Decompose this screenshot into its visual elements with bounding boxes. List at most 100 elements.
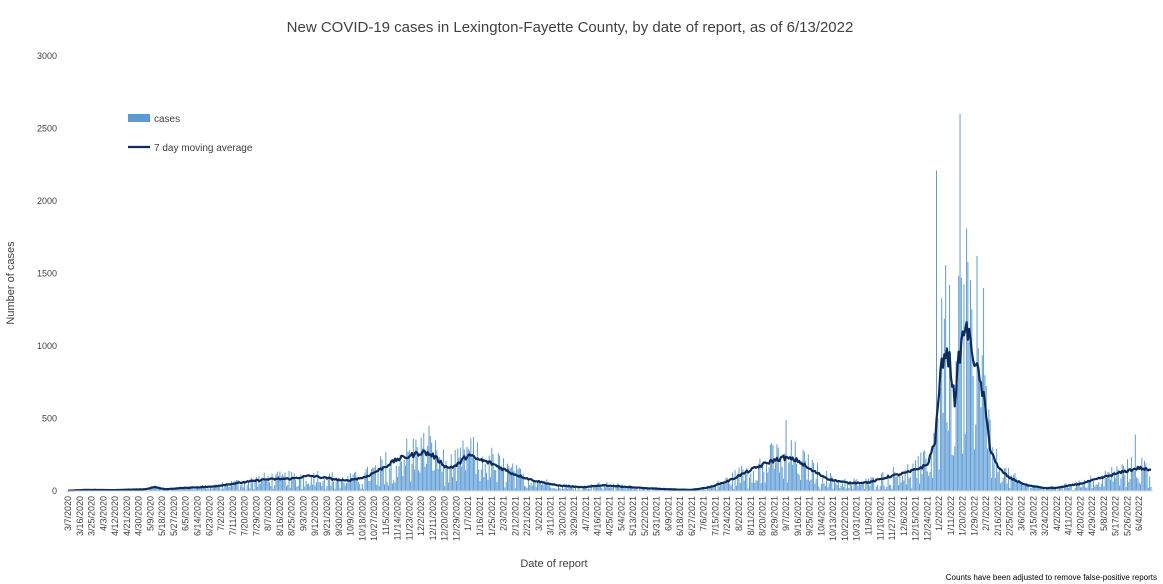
x-tick-label: 11/27/2021 xyxy=(887,496,897,540)
cases-bar xyxy=(1109,479,1111,491)
cases-bar xyxy=(386,481,388,491)
cases-bar xyxy=(275,474,277,491)
cases-bar xyxy=(292,476,294,491)
cases-bar xyxy=(820,483,822,491)
cases-bar xyxy=(1021,482,1022,491)
cases-bar xyxy=(542,481,544,491)
x-tick-label: 8/7/2020 xyxy=(263,496,273,531)
cases-bar xyxy=(271,473,273,491)
cases-bar xyxy=(805,460,807,491)
cases-bar xyxy=(321,485,323,491)
cases-bar xyxy=(565,484,567,491)
cases-bar xyxy=(1103,486,1105,491)
cases-bar xyxy=(853,478,855,491)
cases-bar xyxy=(937,418,939,491)
cases-bar xyxy=(550,487,552,491)
cases-bar xyxy=(253,489,255,491)
cases-bar xyxy=(160,489,162,491)
cases-bar xyxy=(180,489,181,491)
cases-bar xyxy=(355,471,357,491)
cases-bar xyxy=(302,475,304,491)
cases-bar xyxy=(305,480,307,491)
cases-bar xyxy=(903,480,905,491)
cases-bar xyxy=(871,477,873,491)
cases-bar xyxy=(211,488,213,491)
cases-bar xyxy=(558,484,559,491)
cases-bar xyxy=(418,470,420,491)
cases-bar xyxy=(1119,485,1121,491)
cases-bar xyxy=(431,442,433,491)
cases-bar xyxy=(1115,478,1117,491)
cases-bar xyxy=(786,482,788,491)
cases-bar xyxy=(823,483,825,491)
cases-bar xyxy=(865,478,867,491)
cases-bar xyxy=(452,476,454,491)
cases-bar xyxy=(602,489,604,491)
cases-bar xyxy=(283,476,285,491)
x-tick-label: 4/7/2021 xyxy=(581,496,591,531)
cases-bar xyxy=(997,472,999,491)
cases-bar xyxy=(228,486,230,491)
cases-bar xyxy=(1009,487,1011,491)
y-axis-label: Number of cases xyxy=(5,241,17,325)
cases-bar xyxy=(573,489,575,491)
cases-bar xyxy=(777,447,779,491)
cases-bar xyxy=(649,489,651,491)
cases-bar xyxy=(586,489,588,491)
cases-bar xyxy=(920,452,922,491)
cases-bar xyxy=(716,489,718,491)
cases-bar xyxy=(890,485,892,491)
cases-bar xyxy=(949,284,951,491)
x-tick-label: 6/23/2020 xyxy=(204,496,214,536)
cases-bar xyxy=(1057,489,1059,491)
cases-bar xyxy=(249,488,251,491)
x-tick-label: 5/4/2021 xyxy=(616,496,626,531)
cases-bar xyxy=(1027,483,1029,491)
cases-bar xyxy=(238,489,240,491)
cases-bar xyxy=(824,485,826,491)
cases-bar xyxy=(444,486,446,491)
cases-bar xyxy=(523,485,525,491)
cases-bar xyxy=(735,485,737,491)
cases-bar xyxy=(193,489,195,491)
cases-bar xyxy=(493,470,495,491)
x-tick-label: 7/11/2020 xyxy=(228,496,238,535)
cases-bar xyxy=(445,461,447,491)
cases-bar xyxy=(190,486,192,491)
cases-bar xyxy=(224,486,226,491)
cases-bar xyxy=(340,479,342,491)
cases-bar xyxy=(455,481,457,491)
x-tick-label: 2/7/2022 xyxy=(981,496,991,531)
cases-bar xyxy=(792,464,794,491)
cases-bar xyxy=(482,456,484,491)
cases-bar xyxy=(215,484,217,491)
cases-bar xyxy=(956,384,958,491)
cases-bar xyxy=(864,488,866,491)
cases-bar xyxy=(594,486,596,491)
cases-bar xyxy=(504,487,506,491)
cases-bar xyxy=(296,486,298,491)
cases-bar xyxy=(763,471,765,491)
cases-bar xyxy=(717,480,719,491)
cases-bar xyxy=(640,489,642,491)
x-tick-label: 3/20/2021 xyxy=(557,496,567,536)
cases-bar xyxy=(317,470,319,491)
cases-bar xyxy=(605,487,607,491)
cases-bar xyxy=(266,478,268,491)
cases-bar xyxy=(350,473,352,491)
cases-bar xyxy=(1002,478,1004,491)
cases-bar xyxy=(378,486,380,491)
cases-bar xyxy=(402,476,404,491)
cases-bar xyxy=(1145,463,1147,491)
y-axis-ticks: 0 500 1000 1500 2000 2500 3000 xyxy=(37,51,57,496)
cases-bar xyxy=(585,486,587,491)
cases-bar xyxy=(449,467,451,491)
cases-bar xyxy=(255,476,257,491)
cases-bar xyxy=(1137,478,1139,491)
cases-bar xyxy=(870,477,872,491)
cases-bar xyxy=(1128,482,1130,491)
cases-bar xyxy=(718,486,720,491)
cases-bar xyxy=(1036,487,1038,491)
cases-bar xyxy=(760,483,762,491)
cases-bar xyxy=(531,485,533,491)
